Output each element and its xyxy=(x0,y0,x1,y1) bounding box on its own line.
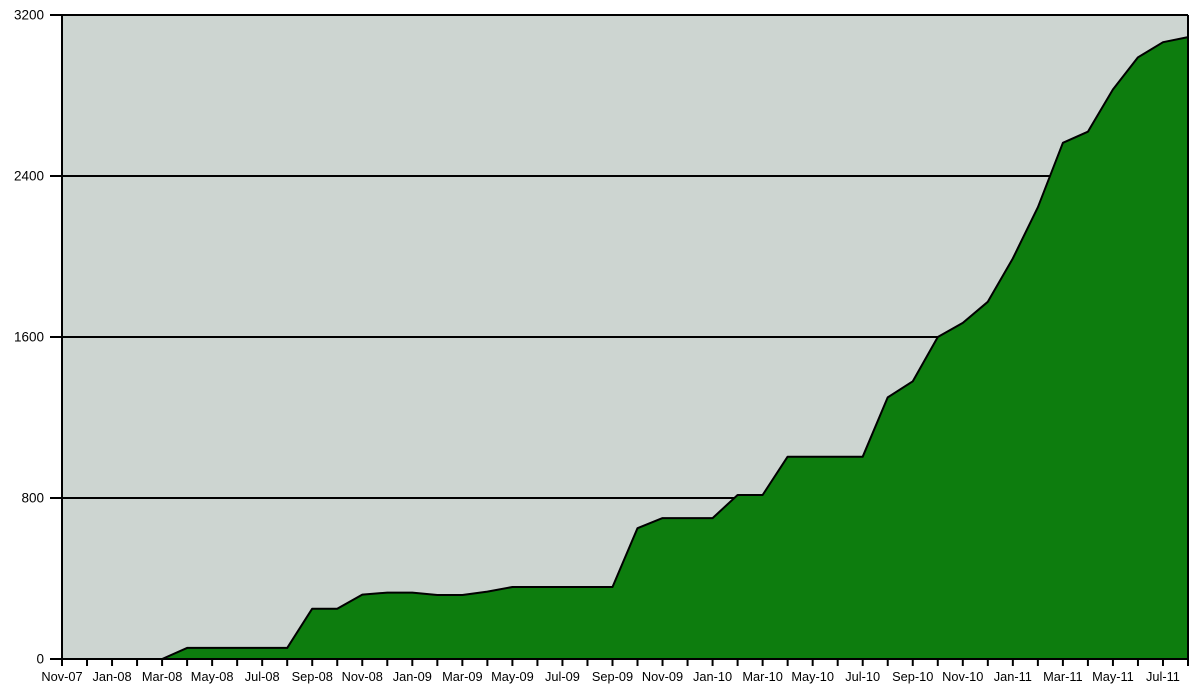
x-axis-label: Jul-10 xyxy=(845,669,880,684)
x-axis-label: Sep-10 xyxy=(892,669,933,684)
x-axis-label: Jul-11 xyxy=(1146,669,1180,684)
x-axis-label: May-08 xyxy=(191,669,234,684)
x-axis-ticks xyxy=(61,659,1189,666)
y-axis-label: 1600 xyxy=(14,330,44,345)
y-axis-ticks xyxy=(50,14,62,660)
x-axis-label: Nov-10 xyxy=(942,669,983,684)
x-axis-label: Sep-09 xyxy=(592,669,633,684)
x-axis-label: Jan-08 xyxy=(92,669,131,684)
x-axis-label: Jan-11 xyxy=(994,669,1032,684)
x-axis-label: May-11 xyxy=(1092,669,1134,684)
x-axis-label: Nov-08 xyxy=(342,669,383,684)
x-axis-labels: Nov-07 Jan-08 Mar-08 May-08 Jul-08 Sep-08 Nov-… xyxy=(41,669,1180,684)
x-axis-label: Nov-09 xyxy=(642,669,683,684)
x-axis-label: Jul-08 xyxy=(245,669,280,684)
y-axis-labels: 0 800 1600 2400 3200 xyxy=(14,8,44,667)
area-series xyxy=(61,36,1189,660)
x-axis-label: Nov-07 xyxy=(41,669,82,684)
x-axis-label: Jul-09 xyxy=(545,669,580,684)
y-axis-label: 3200 xyxy=(14,8,44,23)
x-axis-label: May-09 xyxy=(491,669,534,684)
y-axis-label: 800 xyxy=(21,491,44,506)
x-axis-label: Mar-10 xyxy=(742,669,783,684)
x-axis-label: Mar-11 xyxy=(1043,669,1083,684)
y-axis-label: 2400 xyxy=(14,169,44,184)
x-axis-label: Sep-08 xyxy=(292,669,333,684)
x-axis-label: May-10 xyxy=(791,669,834,684)
x-axis-label: Jan-09 xyxy=(393,669,432,684)
x-axis-label: Jan-10 xyxy=(693,669,732,684)
x-axis-label: Mar-09 xyxy=(442,669,483,684)
y-axis-label: 0 xyxy=(36,652,44,667)
x-axis-label: Mar-08 xyxy=(142,669,183,684)
